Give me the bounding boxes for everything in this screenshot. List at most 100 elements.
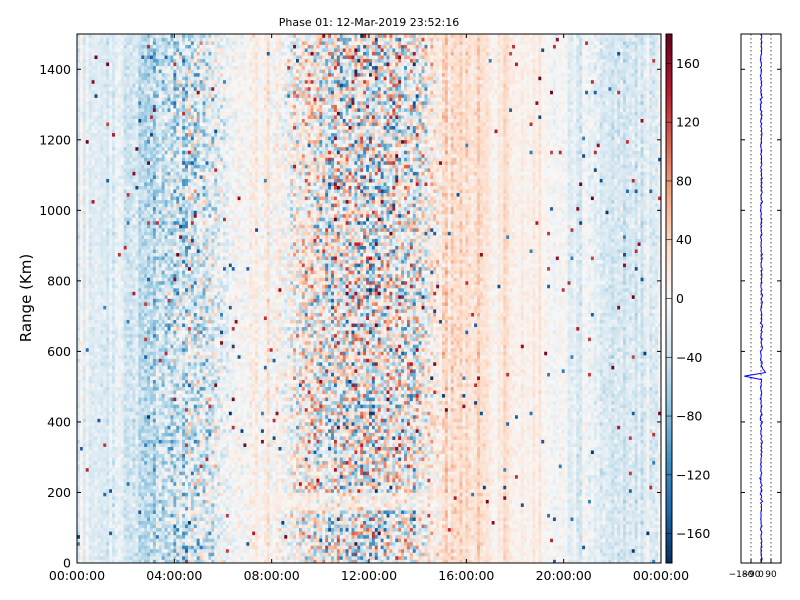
heatmap-cell <box>147 263 151 268</box>
heatmap-cell <box>114 213 119 218</box>
heatmap-cell <box>109 531 113 536</box>
heatmap-cell <box>161 76 165 81</box>
heatmap-cell <box>106 76 110 81</box>
heatmap-cell <box>120 210 125 215</box>
heatmap-cell <box>106 79 110 84</box>
heatmap-cell <box>112 58 116 63</box>
heatmap-cell <box>82 37 87 42</box>
heatmap-cell <box>126 383 130 388</box>
heatmap-cell <box>161 474 165 479</box>
heatmap-cell <box>129 266 133 271</box>
heatmap-cell <box>129 393 133 398</box>
heatmap-cell <box>100 157 104 162</box>
heatmap-cell <box>97 108 101 112</box>
heatmap-cell <box>164 545 168 550</box>
heatmap-cell <box>100 450 104 455</box>
heatmap-cell <box>112 372 116 377</box>
heatmap-cell <box>167 291 171 296</box>
heatmap-cell <box>141 404 145 409</box>
heatmap-cell <box>123 210 127 215</box>
heatmap-cell <box>126 446 130 451</box>
heatmap-cell <box>112 90 116 95</box>
heatmap-cell <box>88 358 92 363</box>
heatmap-cell <box>158 510 163 514</box>
heatmap-cell <box>129 168 133 172</box>
heatmap-cell <box>135 34 139 38</box>
heatmap-cell <box>79 474 84 479</box>
heatmap-cell <box>94 136 98 141</box>
heatmap-cell <box>109 284 113 289</box>
heatmap-cell <box>144 337 148 342</box>
heatmap-cell <box>97 457 101 462</box>
heatmap-cell <box>129 520 133 525</box>
heatmap-cell <box>173 443 177 447</box>
heatmap-cell <box>109 171 113 176</box>
heatmap-cell <box>164 309 168 313</box>
heatmap-cell <box>123 316 127 321</box>
heatmap-cell <box>167 464 171 469</box>
heatmap-cell <box>138 118 142 123</box>
heatmap-cell <box>161 492 165 497</box>
heatmap-cell <box>103 347 107 352</box>
heatmap-cell <box>144 488 148 493</box>
heatmap-cell <box>88 344 92 349</box>
heatmap-cell <box>155 319 160 324</box>
heatmap-cell <box>170 213 174 218</box>
heatmap-cell <box>167 125 171 130</box>
heatmap-cell <box>79 129 84 134</box>
heatmap-cell <box>161 175 165 179</box>
heatmap-cell <box>94 545 98 550</box>
heatmap-cell <box>117 316 122 321</box>
heatmap-cell <box>138 175 142 179</box>
heatmap-cell <box>152 474 157 479</box>
heatmap-cell <box>147 481 151 486</box>
heatmap-cell <box>155 168 160 172</box>
heatmap-cell <box>161 160 165 165</box>
heatmap-cell <box>147 337 151 342</box>
heatmap-cell <box>158 196 163 201</box>
heatmap-cell <box>164 210 168 215</box>
heatmap-cell <box>97 548 101 553</box>
heatmap-cell <box>164 541 168 546</box>
heatmap-cell <box>126 471 130 476</box>
heatmap-cell <box>88 513 92 518</box>
heatmap-cell <box>126 132 130 137</box>
heatmap-cell <box>88 520 92 525</box>
heatmap-cell <box>79 534 84 539</box>
heatmap-cell <box>120 157 125 162</box>
heatmap-cell <box>152 182 157 186</box>
heatmap-cell <box>141 337 145 342</box>
heatmap-cell <box>158 132 163 137</box>
heatmap-cell <box>123 354 127 359</box>
heatmap-cell <box>173 446 177 451</box>
heatmap-cell <box>138 62 142 67</box>
heatmap-cell <box>158 316 163 321</box>
heatmap-cell <box>164 164 168 169</box>
heatmap-cell <box>152 372 157 377</box>
heatmap-cell <box>120 227 125 232</box>
heatmap-cell <box>135 333 139 338</box>
heatmap-cell <box>85 545 90 550</box>
heatmap-cell <box>77 157 81 162</box>
heatmap-cell <box>170 347 174 352</box>
heatmap-cell <box>147 132 151 137</box>
heatmap-cell <box>155 157 160 162</box>
heatmap-cell <box>150 425 154 430</box>
heatmap-cell <box>132 65 136 70</box>
heatmap-cell <box>77 139 81 144</box>
heatmap-cell <box>114 428 119 433</box>
heatmap-cell <box>147 326 151 331</box>
heatmap-cell <box>117 418 122 423</box>
heatmap-cell <box>88 467 92 472</box>
heatmap-cell <box>106 534 110 539</box>
heatmap-cell <box>97 171 101 176</box>
heatmap-cell <box>164 499 168 504</box>
heatmap-cell <box>147 527 151 532</box>
heatmap-cell <box>114 365 119 370</box>
heatmap-cell <box>147 404 151 409</box>
heatmap-cell <box>158 312 163 317</box>
heatmap-cell <box>155 213 160 218</box>
heatmap-cell <box>123 34 127 38</box>
heatmap-cell <box>91 118 95 123</box>
heatmap-cell <box>161 495 165 500</box>
